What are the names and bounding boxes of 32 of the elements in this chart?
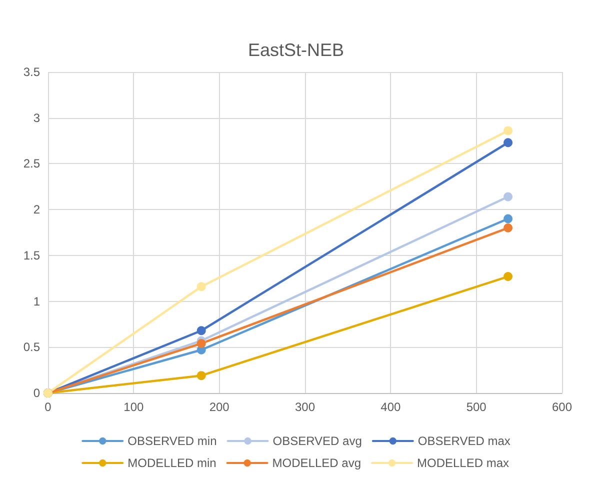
x-tick-label: 500 xyxy=(466,400,487,414)
point xyxy=(504,223,513,232)
y-tick-label: 0 xyxy=(33,386,40,400)
point xyxy=(504,192,513,202)
y-tick-label: 2.5 xyxy=(23,156,40,171)
point xyxy=(504,214,513,224)
point xyxy=(196,338,206,348)
legend-label: OBSERVED max xyxy=(418,434,510,448)
point xyxy=(196,371,206,380)
legend-label: MODELLED avg xyxy=(272,456,362,470)
y-tick-label: 3.5 xyxy=(23,65,40,79)
legend-label: MODELLED min xyxy=(128,456,216,470)
chart-title: EastSt-NEB xyxy=(248,40,344,60)
x-tick-label: 100 xyxy=(124,400,144,414)
point xyxy=(196,326,206,336)
legend-label: OBSERVED avg xyxy=(272,434,362,448)
point xyxy=(504,126,513,136)
y-tick-label: 3 xyxy=(33,110,40,125)
x-tick-label: 0 xyxy=(44,400,52,414)
y-tick-label: 1 xyxy=(33,294,40,308)
x-tick-label: 400 xyxy=(380,400,401,414)
x-tick-label: 300 xyxy=(294,400,316,414)
point xyxy=(504,138,513,148)
y-tick-label: 0.5 xyxy=(23,340,40,354)
legend-label: OBSERVED min xyxy=(128,434,217,448)
point xyxy=(196,282,206,292)
legend-label: MODELLED max xyxy=(417,456,510,470)
x-tick-label: 600 xyxy=(552,400,572,414)
y-tick-label: 2 xyxy=(33,202,40,217)
y-tick-label: 1.5 xyxy=(23,248,40,262)
point xyxy=(504,272,513,282)
x-tick-label: 200 xyxy=(209,400,230,414)
